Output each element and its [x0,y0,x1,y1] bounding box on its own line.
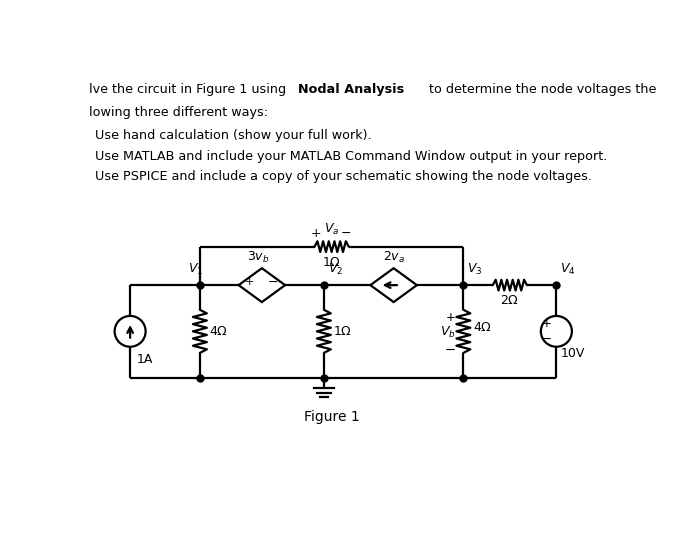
Text: $1\Omega$: $1\Omega$ [333,325,352,338]
Text: $3v_b$: $3v_b$ [247,250,270,265]
Text: +: + [446,311,456,324]
Text: −: − [540,333,552,346]
Text: 10V: 10V [561,347,585,360]
Text: $4\Omega$: $4\Omega$ [209,325,228,338]
Text: $2v_a$: $2v_a$ [383,250,405,265]
Text: 1A: 1A [137,353,153,366]
Text: $V_1$: $V_1$ [188,262,204,278]
Text: $2\Omega$: $2\Omega$ [500,294,519,307]
Text: lowing three different ways:: lowing three different ways: [89,105,268,118]
Text: $1\Omega$: $1\Omega$ [322,256,341,269]
Text: $V_b$: $V_b$ [440,325,456,340]
Text: Figure 1: Figure 1 [304,410,360,424]
Text: +: + [245,277,254,287]
Text: $V_a$: $V_a$ [324,222,340,237]
Text: −: − [340,227,351,240]
Text: $V_4$: $V_4$ [560,262,576,278]
Text: to determine the node voltages the: to determine the node voltages the [425,83,656,96]
Text: −: − [267,275,278,288]
Text: Use PSPICE and include a copy of your schematic showing the node voltages.: Use PSPICE and include a copy of your sc… [95,170,592,183]
Text: Use MATLAB and include your MATLAB Command Window output in your report.: Use MATLAB and include your MATLAB Comma… [95,150,608,163]
Text: +: + [542,317,552,330]
Text: $V_2$: $V_2$ [328,262,343,278]
Text: $4\Omega$: $4\Omega$ [473,321,492,334]
Text: −: − [444,344,456,357]
Text: Use hand calculation (show your full work).: Use hand calculation (show your full wor… [95,129,372,142]
Text: lve the circuit in Figure 1 using: lve the circuit in Figure 1 using [89,83,290,96]
Text: +: + [311,227,321,240]
Text: Nodal Analysis: Nodal Analysis [298,83,405,96]
Text: $V_3$: $V_3$ [467,262,483,278]
